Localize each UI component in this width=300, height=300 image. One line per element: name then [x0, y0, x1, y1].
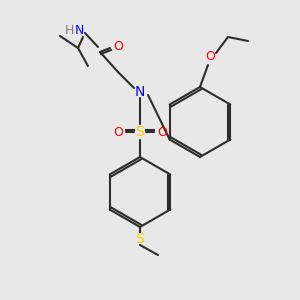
Text: N: N — [74, 23, 84, 37]
Text: S: S — [136, 232, 144, 246]
Text: O: O — [157, 125, 167, 139]
Text: O: O — [113, 125, 123, 139]
Text: H: H — [64, 23, 74, 37]
Text: O: O — [205, 50, 215, 64]
Text: N: N — [135, 85, 145, 99]
Text: S: S — [136, 125, 144, 139]
Text: O: O — [113, 40, 123, 53]
